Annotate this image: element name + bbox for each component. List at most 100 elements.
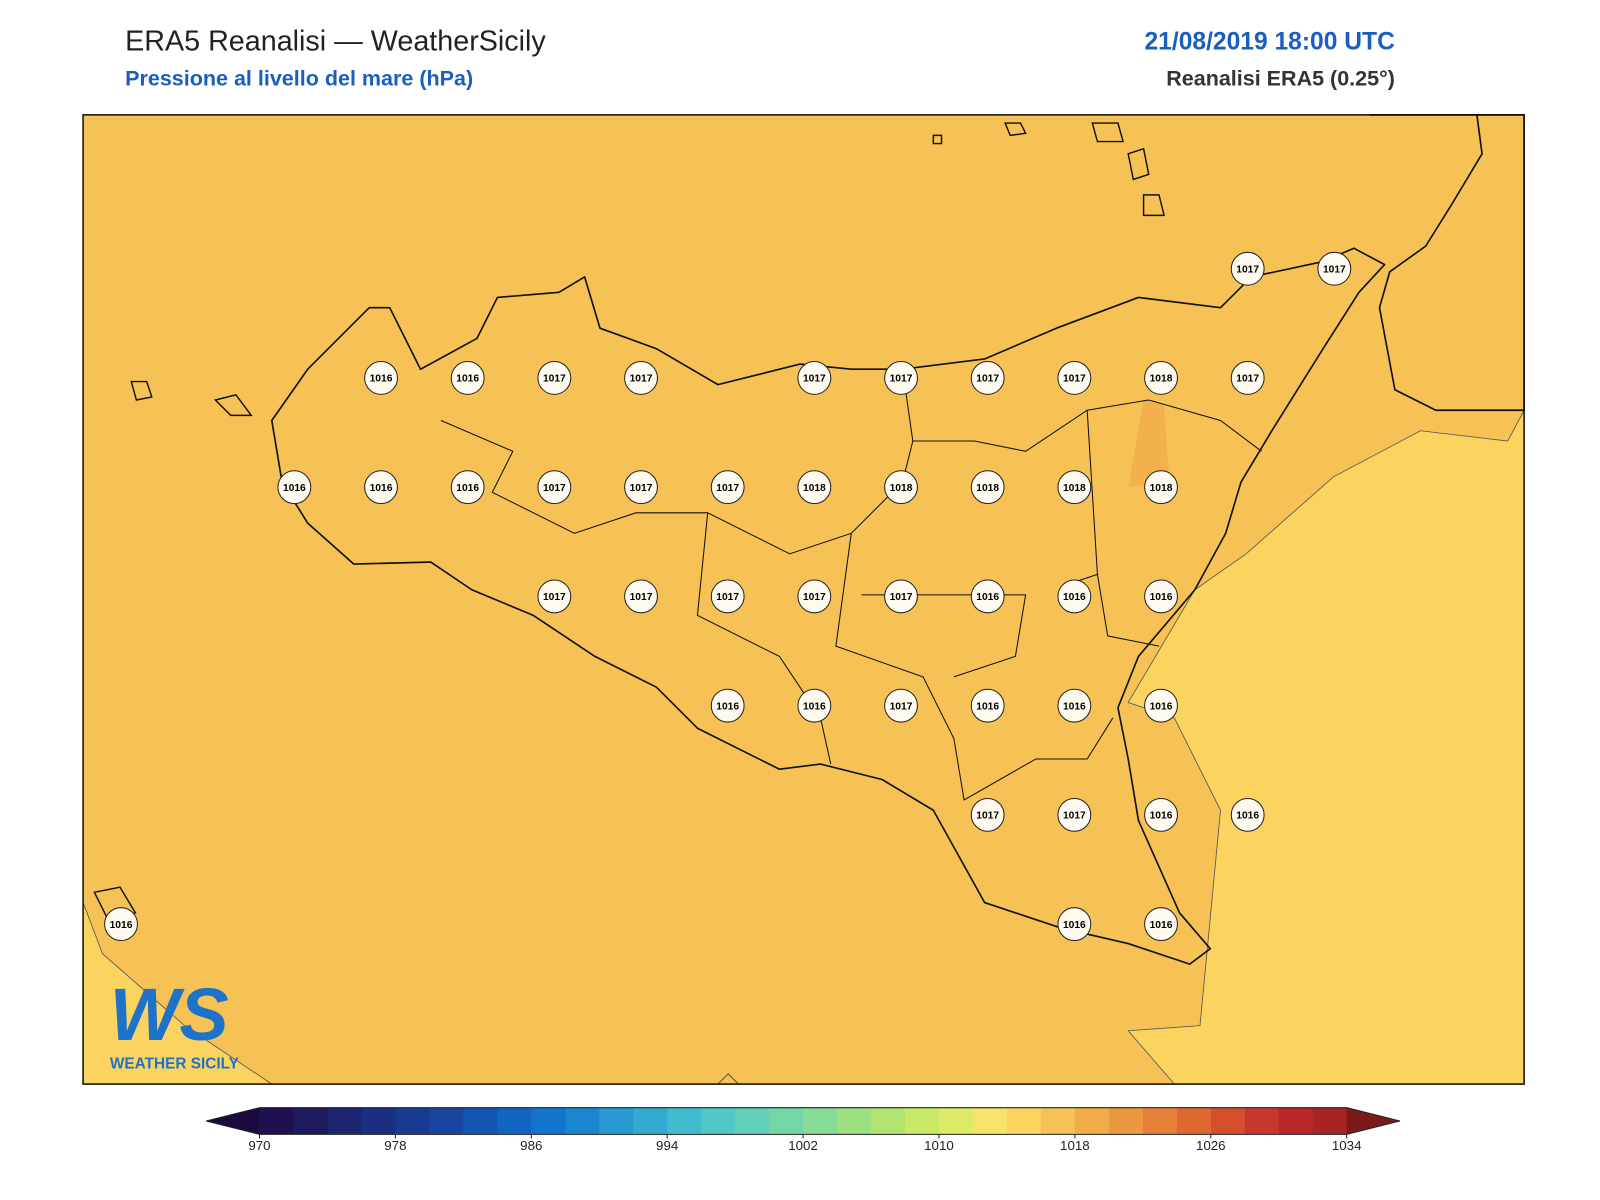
- station-marker: [104, 907, 138, 942]
- station-value: 1017: [1236, 374, 1259, 385]
- station-marker: [710, 579, 745, 614]
- station-value: 1017: [716, 592, 739, 603]
- station-value: 1017: [630, 592, 653, 603]
- station-marker: [970, 579, 1005, 614]
- datetime: 21/08/2019 18:00 UTC: [1144, 29, 1395, 56]
- colorbar-tick-label: 994: [656, 1138, 679, 1153]
- station-marker: [884, 470, 918, 505]
- colorbar-bin: [735, 1107, 770, 1135]
- station-marker: [624, 470, 658, 505]
- station-value: 1017: [1063, 811, 1086, 822]
- station-value: 1017: [543, 374, 566, 385]
- station-marker: [1317, 251, 1352, 286]
- station-value: 1016: [370, 483, 393, 494]
- colorbar-tick-label: 1018: [1060, 1138, 1090, 1153]
- station-marker: [537, 470, 572, 505]
- station-marker: [1057, 907, 1092, 942]
- station-marker: [364, 470, 398, 505]
- station-value: 1017: [803, 592, 826, 603]
- station-marker: [450, 470, 485, 505]
- station-marker: [970, 470, 1005, 505]
- source: Reanalisi ERA5 (0.25°): [1166, 67, 1395, 91]
- station-marker: [277, 470, 312, 505]
- station-value: 1016: [1063, 701, 1086, 712]
- colorbar-bin: [1142, 1107, 1178, 1135]
- colorbar-bin: [463, 1107, 498, 1135]
- station-value: 1017: [976, 374, 999, 385]
- title: ERA5 Reanalisi — WeatherSicily: [125, 26, 546, 58]
- station-value: 1017: [716, 483, 739, 494]
- colorbar-bin: [531, 1107, 566, 1135]
- station-value: 1018: [1150, 374, 1173, 385]
- station-value: 1017: [543, 483, 566, 494]
- station-marker: [1057, 470, 1092, 505]
- colorbar-bin: [1176, 1107, 1212, 1135]
- station-marker: [884, 579, 918, 614]
- colorbar-tick-label: 1002: [788, 1138, 818, 1153]
- colorbar-bin: [1312, 1107, 1348, 1135]
- colorbar-bin: [599, 1107, 634, 1135]
- station-value: 1016: [1150, 701, 1173, 712]
- station-marker: [1144, 797, 1178, 832]
- stations: 1017 1017 1016 1016 1017 1017 1017 1017 1017 1017…: [104, 251, 1352, 942]
- colorbar-bin: [1074, 1107, 1110, 1135]
- station-value: 1017: [1063, 374, 1086, 385]
- colorbar-tick-label: 970: [248, 1138, 270, 1153]
- logo-text: WEATHER SICILY: [110, 1056, 239, 1073]
- colorbar-tick-label: 1026: [1196, 1138, 1226, 1153]
- map: WS WEATHER SICILY: [82, 114, 1525, 1085]
- station-value: 1018: [1150, 483, 1173, 494]
- colorbar-bin: [938, 1107, 974, 1135]
- coastline: [270, 247, 1386, 965]
- station-marker: [797, 470, 832, 505]
- station-marker: [1057, 361, 1092, 395]
- station-value: 1018: [1063, 483, 1086, 494]
- pressure-zone: [1128, 400, 1170, 488]
- station-marker: [1144, 579, 1178, 614]
- colorbar-tick-label: 1010: [924, 1138, 954, 1153]
- station-value: 1017: [890, 592, 913, 603]
- map-feature: [717, 1073, 739, 1085]
- colorbar-bin: [361, 1107, 396, 1135]
- station-value: 1017: [890, 374, 913, 385]
- station-marker: [1144, 361, 1178, 395]
- colorbar-bin: [293, 1107, 328, 1135]
- colorbar-bin: [701, 1107, 736, 1135]
- colorbar-bin: [1278, 1107, 1314, 1135]
- station-value: 1017: [1236, 264, 1259, 275]
- station-marker: [797, 688, 832, 723]
- colorbar-extend-low: [206, 1107, 260, 1135]
- colorbar-bin: [667, 1107, 702, 1135]
- station-marker: [1057, 688, 1092, 723]
- station-value: 1016: [370, 374, 393, 385]
- station-marker: [364, 361, 398, 395]
- station-value: 1017: [630, 483, 653, 494]
- station-marker: [970, 361, 1005, 395]
- station-marker: [884, 688, 918, 723]
- colorbar-bin: [633, 1107, 668, 1135]
- station-value: 1016: [1150, 920, 1173, 931]
- colorbar-bin: [497, 1107, 532, 1135]
- station-marker: [1144, 907, 1178, 942]
- logo-mark: WS: [110, 973, 229, 1056]
- station-value: 1017: [1323, 264, 1346, 275]
- province-border: [440, 369, 1262, 801]
- station-marker: [1144, 688, 1178, 723]
- station-marker: [624, 361, 658, 395]
- station-value: 1016: [283, 483, 306, 494]
- colorbar-bin: [259, 1107, 294, 1135]
- station-value: 1016: [456, 483, 479, 494]
- station-marker: [970, 797, 1005, 832]
- colorbar-bin: [769, 1107, 804, 1135]
- colorbar-bin: [1108, 1107, 1144, 1135]
- colorbar-bin: [803, 1107, 838, 1135]
- colorbar-tick-label: 978: [384, 1138, 406, 1153]
- station-marker: [1230, 251, 1265, 286]
- colorbar-bin: [327, 1107, 362, 1135]
- station-marker: [537, 361, 572, 395]
- colorbar-tick-label: 1034: [1332, 1138, 1362, 1153]
- station-value: 1016: [110, 920, 133, 931]
- station-marker: [450, 361, 485, 395]
